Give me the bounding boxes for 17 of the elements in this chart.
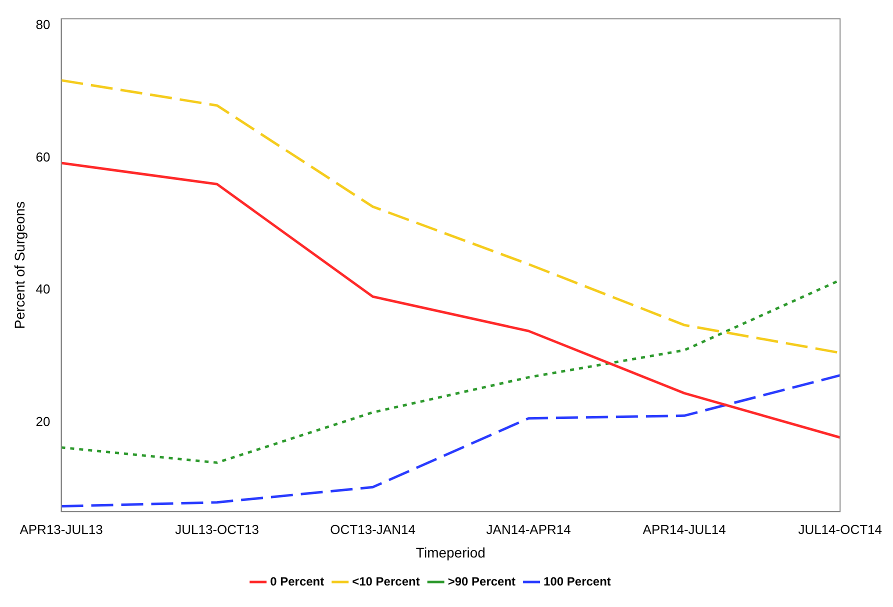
x-tick-label: JUL13-OCT13 [175,522,259,537]
x-axis-title: Timeperiod [416,544,486,560]
y-axis-title: Percent of Surgeons [11,201,28,330]
y-tick-label: 60 [36,149,50,164]
line-series [60,374,842,508]
y-tick-label: 20 [36,414,50,429]
legend-label: <10 Percent [352,574,420,588]
x-tick-label: JUL14-OCT14 [798,522,882,537]
y-tick-label: 80 [36,16,50,32]
legend-label: >90 Percent [448,574,516,588]
legend-label: 100 Percent [544,574,611,588]
x-tick-label: OCT13-JAN14 [330,522,416,537]
legend-label: 0 Percent [270,574,324,588]
y-tick-label: 40 [36,282,50,297]
x-tick-label: APR14-JUL14 [642,522,726,537]
x-tick-label: APR13-JUL13 [20,522,103,537]
x-tick-label: JAN14-APR14 [486,522,571,537]
